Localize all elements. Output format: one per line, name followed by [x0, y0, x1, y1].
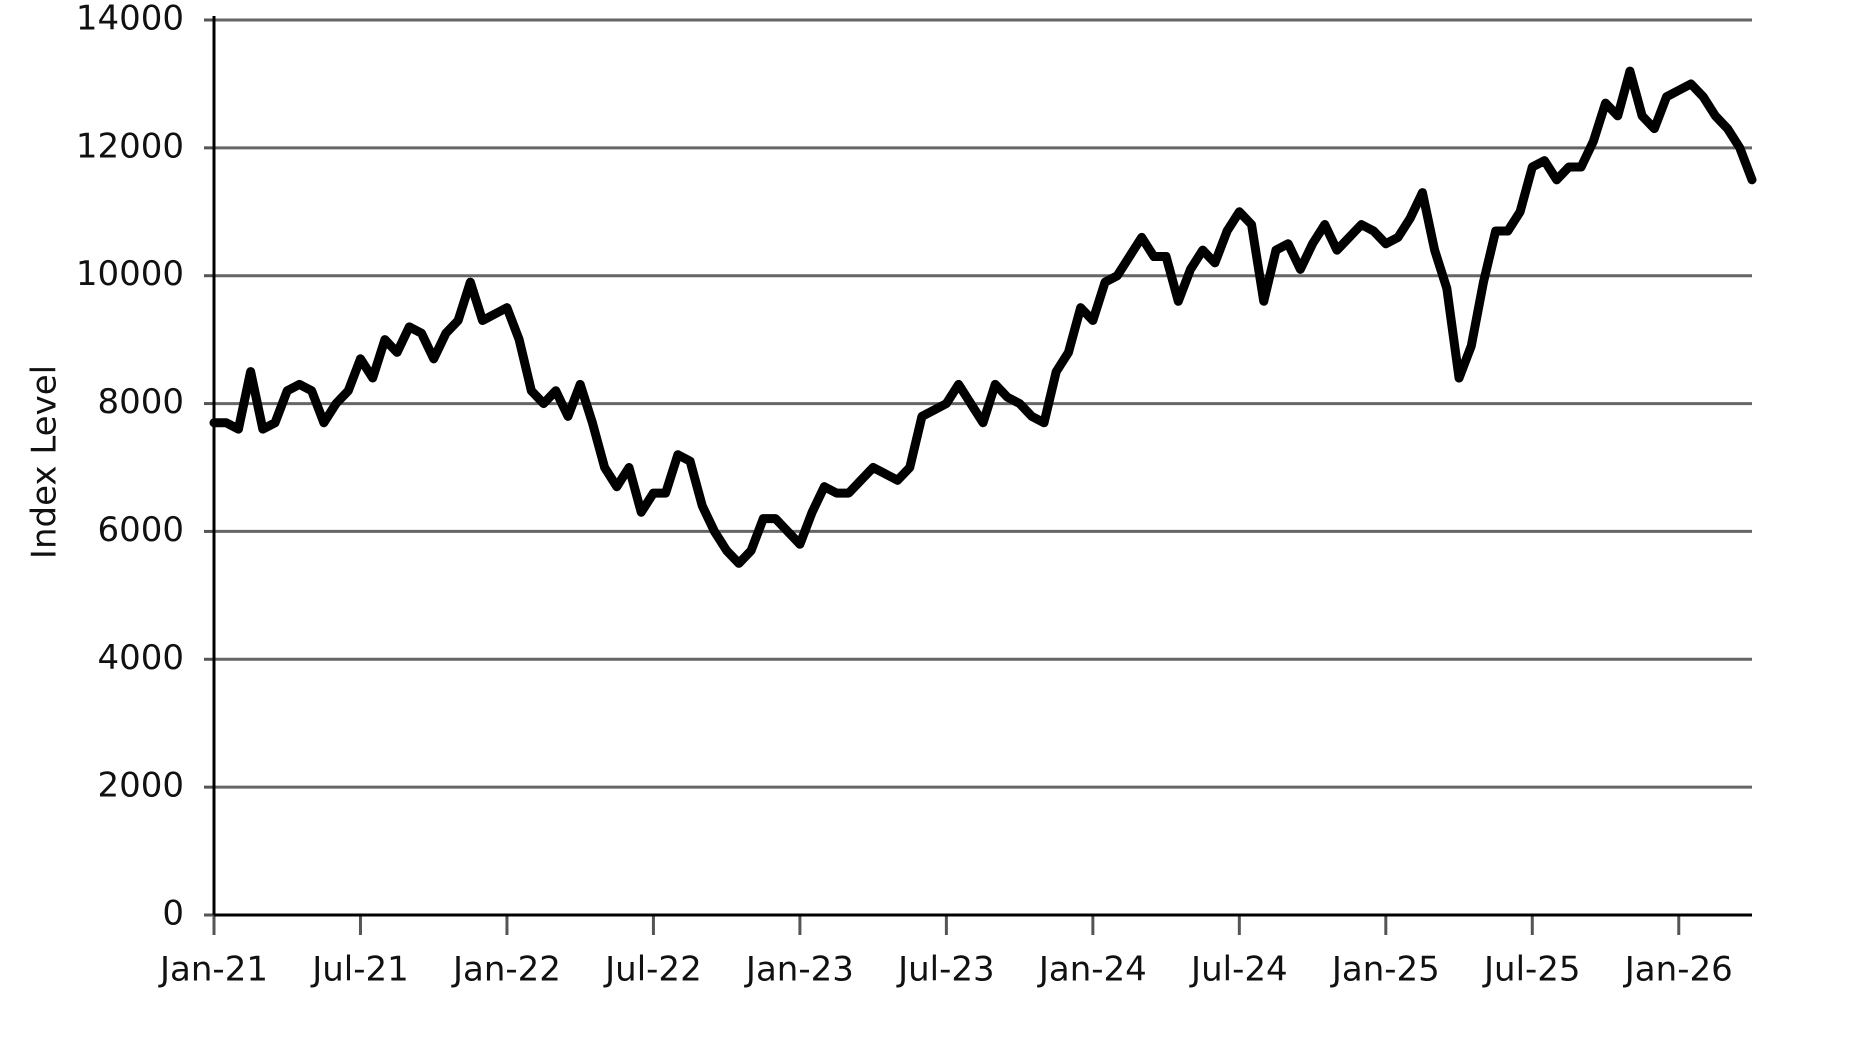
- x-tick-label: Jan-24: [1037, 950, 1147, 990]
- x-tick-label: Jan-22: [451, 950, 561, 990]
- y-tick-label: 12000: [76, 126, 184, 166]
- x-tick-label: Jan-21: [158, 950, 268, 990]
- x-tick-label: Jan-23: [744, 950, 854, 990]
- y-tick-label: 4000: [97, 638, 184, 678]
- y-tick-label: 10000: [76, 254, 184, 294]
- data-line: [209, 66, 1757, 568]
- x-tick-label: Jul-24: [1189, 950, 1288, 990]
- x-tick-label: Jul-23: [896, 950, 995, 990]
- y-tick-label: 0: [162, 894, 184, 934]
- y-axis-label: Index Level: [25, 365, 65, 559]
- x-tick-label: Jan-26: [1623, 950, 1733, 990]
- y-tick-label: 14000: [76, 0, 184, 39]
- y-tick-label: 2000: [97, 766, 184, 806]
- x-tick-label: Jul-22: [603, 950, 702, 990]
- y-tick-label: 8000: [97, 382, 184, 422]
- x-tick-label: Jul-21: [310, 950, 409, 990]
- y-tick-label: 6000: [97, 510, 184, 550]
- x-tick-label: Jan-25: [1330, 950, 1440, 990]
- x-tick-label: Jul-25: [1482, 950, 1581, 990]
